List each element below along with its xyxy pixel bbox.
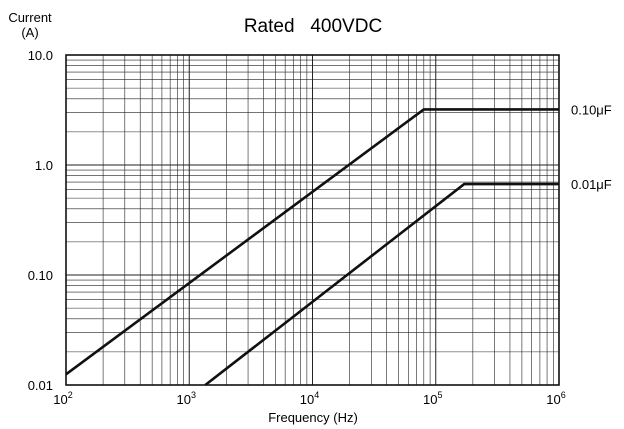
x-tick-label: 103 xyxy=(177,390,196,407)
x-axis-label: Frequency (Hz) xyxy=(268,410,358,425)
y-tick-label: 0.10 xyxy=(28,268,53,283)
x-tick-label: 102 xyxy=(53,390,72,407)
y-tick-label: 10.0 xyxy=(28,48,53,63)
x-tick-label: 106 xyxy=(546,390,565,407)
x-tick-label: 104 xyxy=(300,390,319,407)
plot-frame xyxy=(65,54,560,386)
chart-title: Rated 400VDC xyxy=(244,16,382,37)
y-tick-labels: 0.01 0.10 1.0 10.0 xyxy=(28,48,53,393)
x-tick-label: 105 xyxy=(423,390,442,407)
y-axis-label-line2: (A) xyxy=(21,25,38,40)
series-line-0 xyxy=(65,108,559,376)
grid xyxy=(66,55,559,385)
y-tick-label: 1.0 xyxy=(35,158,53,173)
series-label-1: 0.01μF xyxy=(571,177,612,192)
series-group xyxy=(65,108,559,387)
y-axis-label-line1: Current xyxy=(8,10,52,25)
x-tick-labels: 102 103 104 105 106 xyxy=(53,390,565,407)
y-tick-label: 0.01 xyxy=(28,378,53,393)
series-label-0: 0.10μF xyxy=(571,102,612,117)
series-labels: 0.10μF 0.01μF xyxy=(571,102,612,192)
series-line-1 xyxy=(204,182,559,387)
